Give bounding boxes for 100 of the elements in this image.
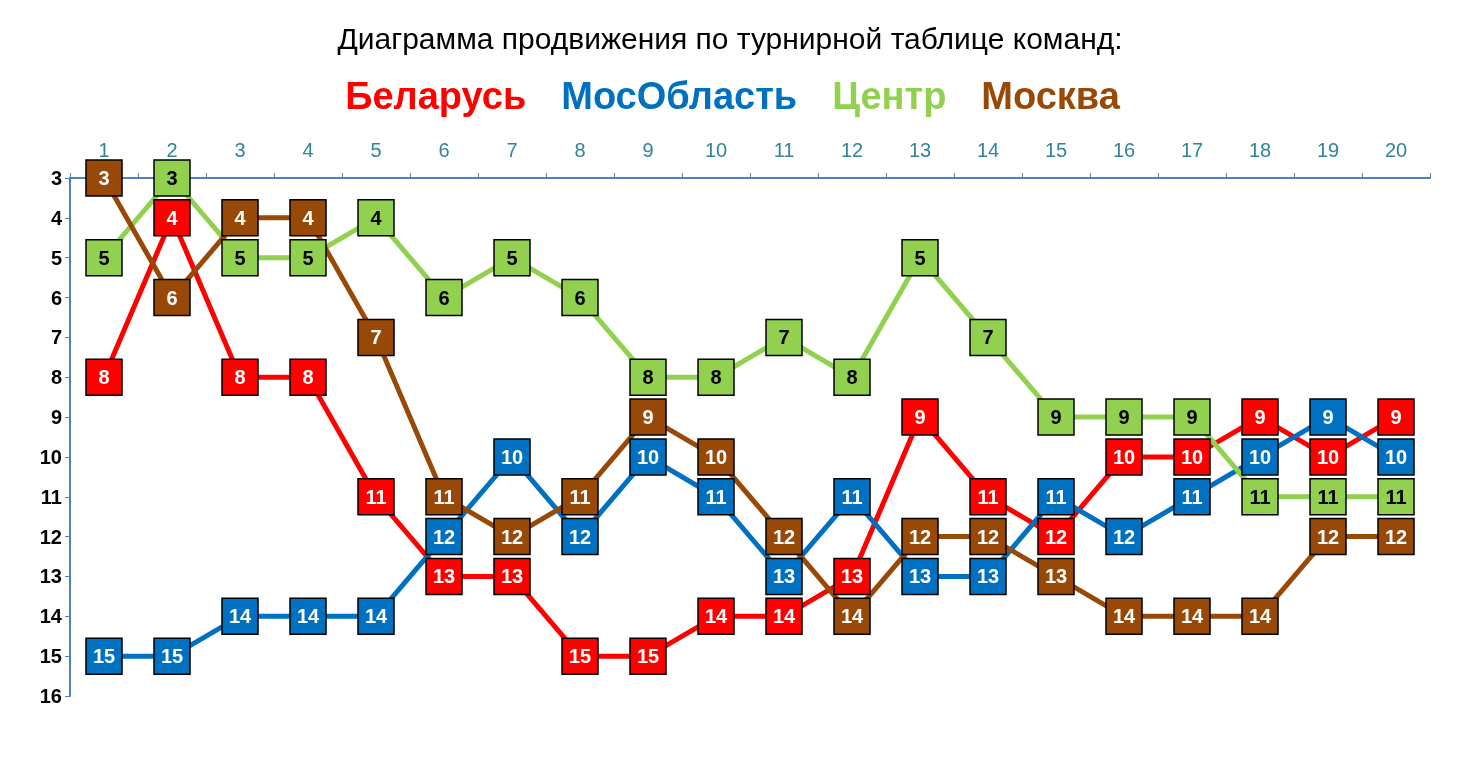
y-tick-label: 12 (39, 525, 62, 548)
data-label: 4 (302, 206, 315, 229)
data-label: 9 (1254, 406, 1266, 429)
data-label: 12 (432, 525, 456, 548)
data-label: 4 (234, 206, 247, 229)
data-label: 7 (370, 326, 382, 349)
x-tick-label: 1 (98, 139, 110, 161)
data-label: 15 (568, 645, 592, 668)
y-tick-label: 3 (50, 167, 62, 189)
data-label: 11 (365, 485, 387, 508)
y-tick-label: 11 (40, 485, 62, 508)
text: Центр (832, 75, 947, 117)
x-tick-label: 18 (1248, 139, 1272, 161)
data-label: 11 (841, 485, 863, 508)
data-label: 11 (1317, 485, 1339, 508)
data-label: 13 (1044, 565, 1068, 588)
data-label: 3 (98, 167, 110, 189)
data-label: 11 (977, 485, 999, 508)
data-label: 5 (302, 246, 314, 269)
data-label: 10 (1384, 445, 1408, 468)
data-label: 9 (642, 406, 654, 429)
data-label: 10 (704, 445, 728, 468)
data-label: 12 (568, 525, 592, 548)
x-tick-label: 8 (574, 139, 586, 161)
data-label: 14 (364, 605, 388, 628)
data-label: 14 (1112, 605, 1136, 628)
point (357, 318, 395, 357)
point (425, 278, 463, 317)
point (289, 238, 327, 277)
data-label: 11 (1385, 485, 1407, 508)
data-label: 15 (160, 645, 184, 668)
data-label: 13 (500, 565, 524, 588)
data-label: 12 (1044, 525, 1068, 548)
point (901, 398, 939, 436)
data-label: 13 (432, 565, 456, 588)
point (221, 358, 259, 396)
data-label: 10 (1248, 445, 1272, 468)
data-label: 12 (1316, 525, 1340, 548)
data-label: 9 (1322, 406, 1334, 429)
y-tick-label: 16 (39, 685, 62, 707)
data-label: 12 (908, 525, 932, 548)
x-tick-label: 15 (1044, 139, 1068, 161)
data-label: 14 (296, 605, 320, 628)
data-label: 9 (1050, 406, 1062, 429)
x-tick-label: 17 (1180, 139, 1204, 161)
data-label: 8 (98, 366, 110, 389)
point (1173, 398, 1211, 436)
data-label: 10 (1112, 445, 1136, 468)
x-tick-label: 10 (704, 139, 728, 161)
point (901, 238, 939, 277)
point (561, 278, 599, 317)
data-label: 15 (636, 645, 660, 668)
x-tick-label: 11 (773, 139, 795, 161)
data-label: 5 (506, 246, 518, 269)
point (221, 238, 259, 277)
point (153, 278, 191, 317)
data-label: 14 (228, 605, 252, 628)
point (85, 358, 123, 396)
data-label: 9 (1186, 406, 1198, 429)
data-label: 10 (500, 445, 524, 468)
data-label: 11 (433, 485, 455, 508)
data-label: 11 (1249, 485, 1271, 508)
point (289, 358, 327, 396)
y-tick-label: 6 (50, 286, 62, 309)
y-tick-label: 9 (50, 406, 62, 429)
point (697, 358, 735, 396)
x-tick-label: 4 (302, 139, 314, 161)
data-label: 13 (772, 565, 796, 588)
point (629, 398, 667, 436)
point (833, 358, 871, 396)
data-label: 7 (982, 326, 994, 349)
point (1037, 398, 1075, 436)
data-label: 4 (370, 206, 383, 229)
data-label: 12 (500, 525, 524, 548)
data-label: 11 (1045, 485, 1067, 508)
x-tick-label: 16 (1112, 139, 1136, 161)
data-label: 12 (1112, 525, 1136, 548)
y-tick-label: 10 (39, 445, 62, 468)
data-label: 14 (704, 605, 728, 628)
data-label: 9 (1390, 406, 1402, 429)
x-tick-label: 6 (438, 139, 450, 161)
data-label: 5 (234, 246, 246, 269)
x-tick-label: 9 (642, 139, 654, 161)
data-label: 14 (772, 605, 796, 628)
data-label: 11 (569, 485, 591, 508)
data-label: 10 (1180, 445, 1204, 468)
x-tick-label: 19 (1316, 139, 1340, 161)
data-label: 14 (1180, 605, 1204, 628)
data-label: 14 (1248, 605, 1272, 628)
y-tick-label: 8 (50, 366, 62, 389)
data-label: 10 (636, 445, 660, 468)
data-label: 14 (840, 605, 864, 628)
point (153, 159, 191, 197)
y-tick-label: 5 (50, 246, 62, 269)
text: МосОбласть (561, 75, 798, 117)
x-tick-label: 7 (506, 139, 518, 161)
data-label: 13 (908, 565, 932, 588)
y-tick-label: 15 (39, 645, 62, 668)
x-tick-label: 2 (166, 139, 178, 161)
data-label: 5 (914, 246, 926, 269)
